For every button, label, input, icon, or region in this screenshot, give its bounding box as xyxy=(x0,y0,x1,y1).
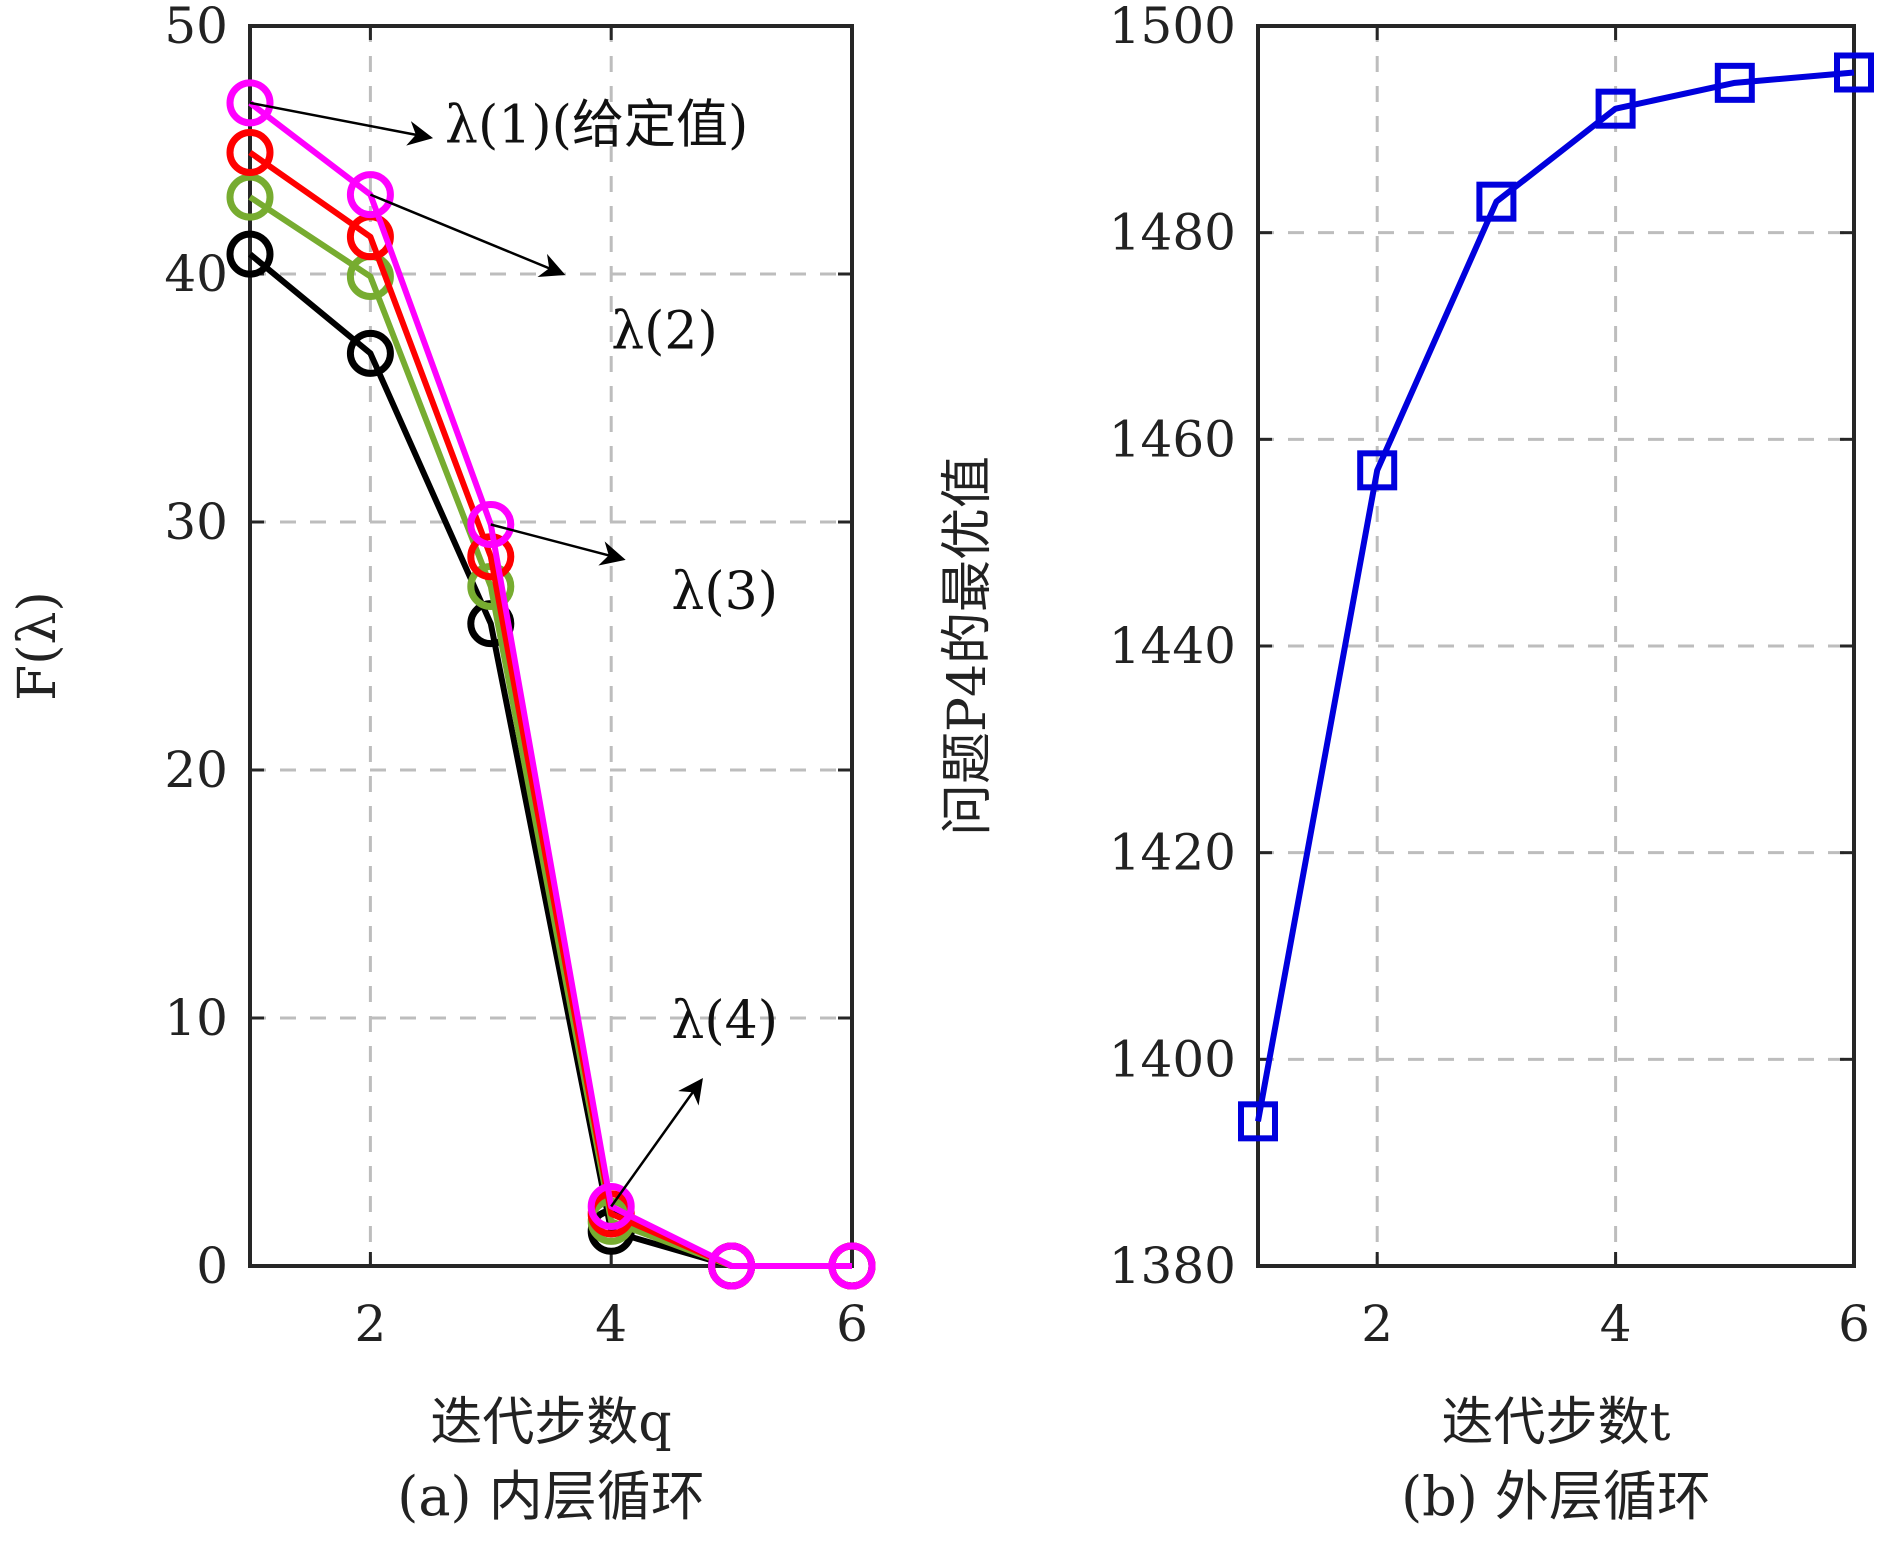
chart-panel-a: 2 4 6 0 10 20 30 40 50 F(λ) 迭代步数q (a) 内层循环 λ(1)(给定值)… xyxy=(8,0,876,1528)
annotation-arrow xyxy=(369,193,566,277)
x-axis-label: 迭代步数t xyxy=(1442,1393,1671,1453)
y-tick-label: 1400 xyxy=(1109,1030,1236,1088)
data-point xyxy=(467,500,515,548)
data-point xyxy=(1238,1101,1278,1142)
annotation-arrow xyxy=(490,523,626,566)
axes-frame xyxy=(248,24,854,1268)
data-point xyxy=(226,79,274,127)
chart-panel-b: 2 4 6 1380 1400 1420 1440 1460 1480 1500 问题P4的最优值迭… xyxy=(938,0,1874,1528)
series-line-0 xyxy=(248,251,852,1269)
annotation-arrow xyxy=(610,1077,703,1208)
y-tick-label: 10 xyxy=(164,989,228,1047)
series-line-1 xyxy=(248,194,852,1269)
x-tick-label: 4 xyxy=(595,1295,627,1353)
data-point xyxy=(226,230,274,278)
y-tick-label: 0 xyxy=(196,1237,228,1295)
y-axis-label: F(λ) xyxy=(8,591,68,701)
x-tick-label: 4 xyxy=(1600,1295,1632,1353)
y-tick-label: 1460 xyxy=(1109,410,1236,468)
data-point xyxy=(346,329,394,377)
x-tick-label: 6 xyxy=(1838,1295,1870,1353)
y-tick-label: 50 xyxy=(164,0,228,55)
series-line-3 xyxy=(248,100,852,1269)
data-point xyxy=(1476,181,1517,222)
data-point xyxy=(226,173,274,221)
y-tick-label: 1420 xyxy=(1109,824,1236,882)
panel-caption: (b) 外层循环 xyxy=(1401,1465,1711,1528)
data-point xyxy=(1595,88,1636,129)
data-point xyxy=(828,1242,876,1290)
y-tick-label: 40 xyxy=(164,245,228,303)
x-tick-label: 2 xyxy=(1361,1295,1393,1353)
data-point xyxy=(587,1182,635,1230)
y-tick-label: 1440 xyxy=(1109,617,1236,675)
y-tick-label: 1380 xyxy=(1109,1237,1236,1295)
y-tick-label: 30 xyxy=(164,493,228,551)
series-line-2 xyxy=(248,150,852,1269)
annotation-label: λ(2) xyxy=(611,301,718,361)
annotation-label: λ(4) xyxy=(671,991,778,1051)
data-point xyxy=(708,1242,756,1290)
y-tick-label: 1500 xyxy=(1109,0,1236,55)
annotation-label: λ(3) xyxy=(671,562,778,622)
series-line-0 xyxy=(1255,69,1855,1122)
data-point xyxy=(1834,52,1874,93)
y-tick-label: 1480 xyxy=(1109,204,1236,262)
x-tick-label: 2 xyxy=(354,1295,386,1353)
x-tick-label: 6 xyxy=(836,1295,868,1353)
data-point xyxy=(1714,62,1755,103)
annotation-label: λ(1)(给定值) xyxy=(445,96,748,156)
x-axis-label: 迭代步数q xyxy=(430,1393,671,1453)
data-point xyxy=(226,128,274,176)
data-point xyxy=(346,171,394,219)
panel-caption: (a) 内层循环 xyxy=(397,1465,705,1528)
annotation-arrow xyxy=(249,101,434,146)
y-tick-label: 20 xyxy=(164,741,228,799)
data-point xyxy=(1357,450,1398,491)
y-axis-label: 问题P4的最优值 xyxy=(938,456,998,836)
